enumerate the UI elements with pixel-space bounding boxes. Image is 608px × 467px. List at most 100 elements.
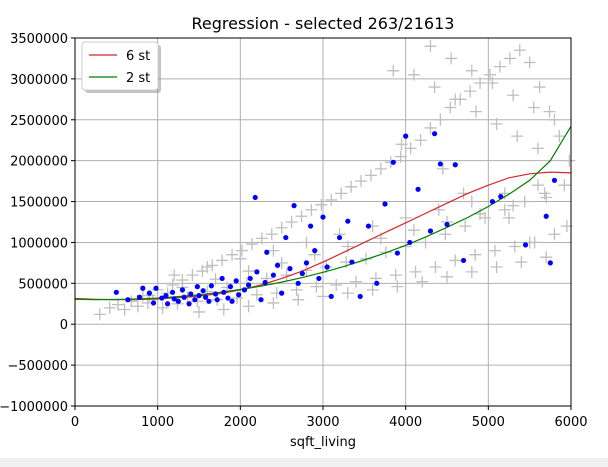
background-point-marker xyxy=(469,248,482,261)
background-point-marker xyxy=(315,198,328,211)
legend-label: 2 st xyxy=(126,71,150,86)
x-axis-label: sqft_living xyxy=(290,435,356,450)
background-point-marker xyxy=(523,56,536,69)
background-point-marker xyxy=(168,269,181,282)
background-point-marker xyxy=(255,232,268,245)
background-point-marker xyxy=(424,121,437,134)
background-point-marker xyxy=(533,81,546,94)
background-point-marker xyxy=(201,260,214,273)
background-point-marker xyxy=(548,113,561,126)
background-point-marker xyxy=(275,221,288,234)
x-tick-label: 0 xyxy=(71,415,79,430)
background-point-marker xyxy=(548,228,561,241)
background-point-marker xyxy=(419,236,432,249)
background-point-marker xyxy=(345,180,358,193)
selected-point-marker xyxy=(169,289,176,295)
y-axis-ticks: −1000000 −500000 0 500000 1000000 1500000 2000… xyxy=(0,32,75,415)
background-point-marker xyxy=(531,142,544,155)
selected-point-marker xyxy=(312,248,318,254)
background-point-marker xyxy=(432,203,445,216)
background-point-marker xyxy=(186,269,199,282)
selected-point-marker xyxy=(349,259,355,265)
selected-point-marker xyxy=(150,300,157,306)
selected-point-marker xyxy=(390,159,396,165)
legend-label: 6 st xyxy=(126,49,150,64)
background-point-marker xyxy=(444,101,457,114)
background-point-marker xyxy=(267,244,280,257)
background-point-marker xyxy=(553,130,566,143)
x-tick-label: 1000 xyxy=(141,415,174,430)
background-point-marker xyxy=(206,259,219,272)
selected-point-marker xyxy=(374,280,380,286)
selected-point-marker xyxy=(179,287,186,293)
selected-point-marker xyxy=(291,203,297,209)
background-point-marker xyxy=(394,150,407,163)
background-point-marker xyxy=(399,211,412,224)
selected-point-marker xyxy=(320,214,326,220)
selected-point-marker xyxy=(153,285,159,291)
selected-point-marker xyxy=(444,221,450,228)
x-tick-label: 5000 xyxy=(472,415,505,430)
x-axis-ticks: 0 1000 2000 3000 4000 5000 6000 xyxy=(71,406,588,430)
y-tick-label: −500000 xyxy=(7,359,68,374)
background-point-marker xyxy=(498,203,511,216)
background-point-marker xyxy=(166,278,179,291)
series-line xyxy=(74,171,572,301)
background-point-marker xyxy=(409,265,422,278)
selected-point-marker xyxy=(274,262,281,268)
background-point-marker xyxy=(429,260,442,273)
background-point-marker xyxy=(507,89,520,102)
selected-point-marker xyxy=(316,275,322,282)
background-point-marker xyxy=(503,52,516,65)
selected-point-marker xyxy=(452,162,458,168)
legend: 6 st 2 st xyxy=(81,41,161,93)
selected-point-marker xyxy=(225,295,231,301)
selected-point-marker xyxy=(181,294,187,300)
selected-point-marker xyxy=(252,194,258,201)
selected-point-marker xyxy=(336,234,343,241)
background-point-marker xyxy=(563,154,576,167)
y-tick-label: 3500000 xyxy=(10,32,68,47)
background-point-marker xyxy=(469,105,482,118)
background-point-marker xyxy=(449,254,462,267)
x-tick-label: 4000 xyxy=(389,415,422,430)
selected-point-marker xyxy=(219,275,225,282)
background-point-marker xyxy=(217,303,230,316)
selected-point-marker xyxy=(247,275,253,282)
background-point-marker xyxy=(428,81,441,94)
background-point-marker xyxy=(391,280,404,293)
selected-point-marker xyxy=(299,270,305,277)
background-point-marker xyxy=(465,265,478,278)
background-point-marker xyxy=(414,134,427,147)
background-point-marker xyxy=(359,252,372,265)
background-point-marker xyxy=(465,195,478,208)
background-point-marker xyxy=(404,142,417,155)
selected-point-marker xyxy=(125,297,131,303)
background-point-marker xyxy=(474,76,487,89)
background-point-marker xyxy=(498,187,511,200)
background-point-marker xyxy=(459,220,472,233)
background-point-marker xyxy=(216,254,229,267)
selected-point-marker xyxy=(460,257,467,264)
x-tick-label: 6000 xyxy=(554,415,587,430)
background-point-marker xyxy=(407,68,420,81)
selected-point-marker xyxy=(303,260,310,266)
selected-point-marker xyxy=(522,242,529,248)
background-point-marker xyxy=(330,278,343,291)
selected-point-marker xyxy=(365,223,372,229)
selected-point-marker xyxy=(328,293,334,300)
background-point-marker xyxy=(295,210,308,223)
selected-point-marker xyxy=(171,296,177,302)
selected-point-marker xyxy=(229,298,235,304)
selected-point-marker xyxy=(489,198,496,205)
background-point-marker xyxy=(490,260,503,273)
selected-point-marker xyxy=(427,228,434,234)
y-tick-label: −1000000 xyxy=(0,400,68,415)
background-point-marker xyxy=(407,224,420,237)
selected-point-marker xyxy=(212,291,219,297)
y-tick-label: 0 xyxy=(60,318,68,333)
background-point-marker xyxy=(131,300,144,313)
selected-point-marker xyxy=(221,289,227,295)
selected-point-marker xyxy=(287,266,293,272)
selected-point-marker xyxy=(214,297,220,303)
